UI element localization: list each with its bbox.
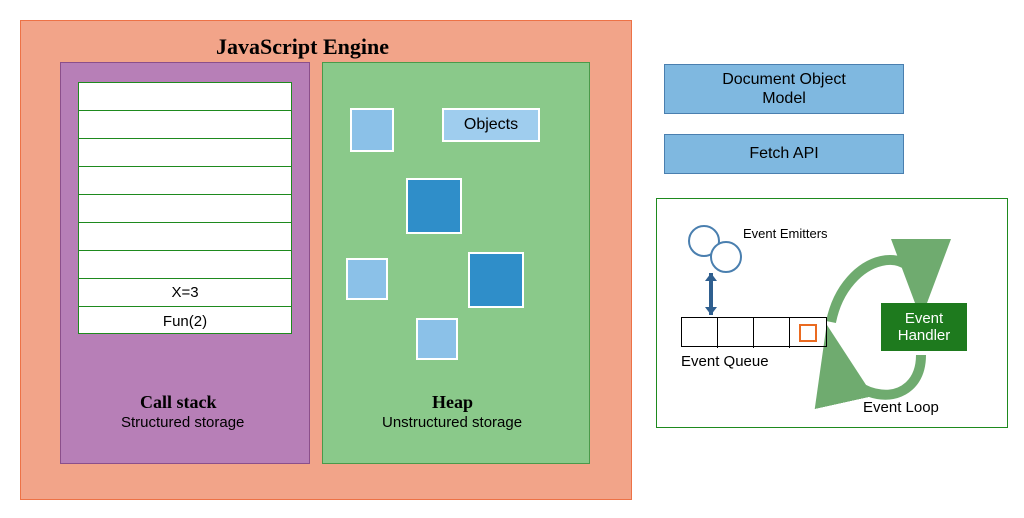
api-box: Fetch API: [664, 134, 904, 174]
callstack-rows: X=3Fun(2): [78, 82, 292, 334]
callstack-title: Call stack: [140, 392, 217, 413]
event-queue-cell: [754, 318, 790, 348]
heap-subtitle: Unstructured storage: [382, 414, 522, 431]
event-handler-label-1: Event: [905, 310, 943, 327]
event-queue-cell: [790, 318, 826, 348]
callstack-row: [79, 167, 291, 195]
heap-object: [350, 108, 394, 152]
heap-object: [416, 318, 458, 360]
event-queue-item-icon: [799, 324, 817, 342]
callstack-row: [79, 83, 291, 111]
callstack-row: [79, 223, 291, 251]
callstack-row: [79, 195, 291, 223]
event-loop-label: Event Loop: [863, 399, 939, 416]
callstack-subtitle: Structured storage: [121, 414, 244, 431]
heap-objects-label: Objects: [442, 108, 540, 142]
callstack-row: [79, 139, 291, 167]
event-handler-box: Event Handler: [881, 303, 967, 351]
event-queue-cell: [682, 318, 718, 348]
event-emitters-label: Event Emitters: [743, 226, 828, 241]
heap-title: Heap: [432, 392, 473, 413]
event-queue: [681, 317, 827, 347]
callstack-row: [79, 111, 291, 139]
event-loop-panel: Event Emitters Event Queue Event Handler…: [656, 198, 1008, 428]
event-queue-cell: [718, 318, 754, 348]
event-handler-label-2: Handler: [898, 327, 951, 344]
callstack-row: X=3: [79, 279, 291, 307]
js-engine-title: JavaScript Engine: [216, 34, 389, 60]
heap-object: [406, 178, 462, 234]
callstack-row: [79, 251, 291, 279]
callstack-row: Fun(2): [79, 307, 291, 335]
api-box: Document ObjectModel: [664, 64, 904, 114]
event-queue-label: Event Queue: [681, 353, 769, 370]
heap-object: [468, 252, 524, 308]
heap-object: [346, 258, 388, 300]
